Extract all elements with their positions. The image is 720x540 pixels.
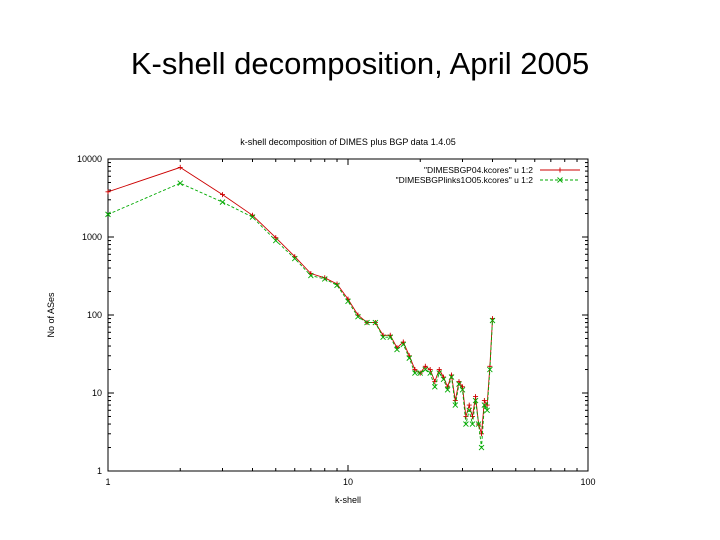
data-point [445,384,451,390]
series-1 [105,164,495,437]
data-point [105,189,111,195]
data-point [364,319,370,326]
data-point [422,366,429,373]
data-point [400,339,406,345]
series-line [107,166,493,434]
data-point [466,402,472,408]
data-point [177,180,184,186]
chart-title: k-shell decomposition of DIMES plus BGP … [240,137,455,147]
series-line [107,182,493,448]
data-point [291,255,298,262]
data-point [475,421,482,427]
data-point [394,346,400,353]
data-point [272,237,279,244]
data-point [456,381,462,387]
plot-frame [107,158,589,472]
series-group [105,164,496,451]
data-point [219,199,226,205]
legend-label: "DIMESBGPlinks1O05.kcores" u 1:2 [396,175,534,185]
x-tick-label: 1 [105,477,110,487]
legend-marker [557,177,563,183]
data-point [481,402,488,408]
axis-ticks: 1 10 100 1 10 100 1000 10000 [77,154,596,487]
slide-title: K-shell decomposition, April 2005 [130,46,590,81]
data-point [400,341,407,348]
y-axis-label: No of ASes [46,292,56,338]
data-point [177,164,183,170]
data-point [427,367,433,373]
data-point [452,402,459,408]
series-2 [105,180,496,451]
data-point [436,370,443,376]
data-point [484,407,490,414]
data-point [406,355,413,361]
data-point [487,366,493,373]
data-point [412,367,418,373]
data-point [459,386,466,393]
data-point [469,421,476,427]
data-point [334,282,340,289]
data-point [472,397,479,404]
y-tick-label: 1000 [82,232,102,242]
data-point [380,334,386,340]
data-point [249,214,256,220]
data-point [444,386,451,393]
data-point [355,313,361,320]
x-tick-label: 100 [580,477,595,487]
data-point [308,272,314,279]
data-point [387,334,394,340]
x-tick-label: 10 [343,477,353,487]
data-point [481,398,487,404]
x-axis-label: k-shell [335,495,361,505]
y-tick-label: 10 [92,388,102,398]
data-point [321,276,328,282]
data-point [412,370,418,376]
data-point [422,363,428,369]
data-point [372,319,379,326]
y-tick-label: 10000 [77,154,102,164]
data-point [345,298,351,305]
data-point [417,370,424,376]
data-point [473,394,479,400]
data-point [463,421,469,427]
data-point [431,384,438,390]
data-point [105,211,111,218]
data-point [440,376,447,383]
data-point [448,374,455,380]
legend-marker [557,167,563,173]
data-point [427,370,433,376]
data-point [489,317,496,324]
y-tick-label: 100 [87,310,102,320]
data-point [220,192,226,198]
data-point [273,235,279,241]
legend: "DIMESBGP04.kcores" u 1:2"DIMESBGPlinks1… [396,165,580,185]
data-point [466,407,473,414]
y-tick-label: 1 [97,466,102,476]
data-point [478,444,485,451]
data-point [436,367,442,373]
legend-label: "DIMESBGP04.kcores" u 1:2 [424,165,533,175]
data-point [460,384,466,390]
